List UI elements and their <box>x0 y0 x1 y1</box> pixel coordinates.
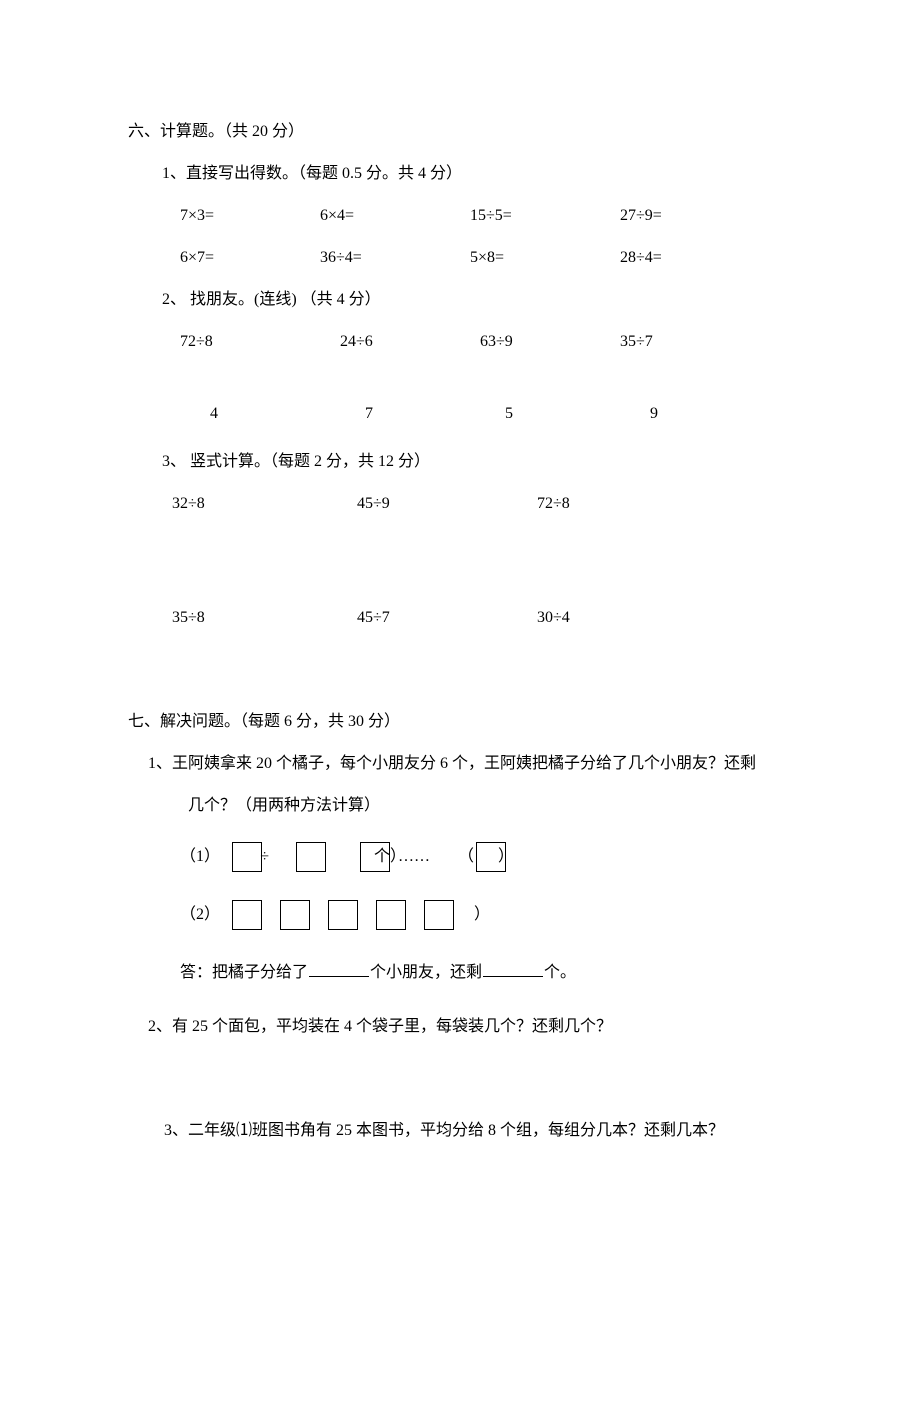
s6-q1-title: 1、直接写出得数。（每题 0.5 分。共 4 分） <box>0 162 920 186</box>
expr: 72÷8 <box>180 330 340 354</box>
answer-box <box>376 900 406 930</box>
expr: 27÷9= <box>620 204 750 228</box>
answer-blank <box>483 960 543 977</box>
answer-prefix: 答：把橘子分给了 <box>180 964 308 981</box>
paren-open: （ <box>458 845 474 869</box>
expr: 35÷7 <box>620 330 720 354</box>
expr: 5×8= <box>470 246 620 270</box>
expr: 6×4= <box>320 204 470 228</box>
expr: 6×7= <box>180 246 320 270</box>
expr: 24÷6 <box>340 330 480 354</box>
op-div-overlay: ÷ <box>260 845 269 869</box>
answer-mid: 个小朋友，还剩 <box>370 964 482 981</box>
s6-q3-title: 3、 竖式计算。（每题 2 分，共 12 分） <box>0 450 920 474</box>
s6-q1-row2: 6×7= 36÷4= 5×8= 28÷4= <box>0 246 920 270</box>
worksheet-page: 六、计算题。（共 20 分） 1、直接写出得数。（每题 0.5 分。共 4 分）… <box>0 120 920 1143</box>
answer-box <box>328 900 358 930</box>
answer: 5 <box>505 402 650 426</box>
expr: 45÷7 <box>357 606 537 630</box>
eq2-label: （2） <box>180 903 230 927</box>
paren-close: ） <box>456 903 490 927</box>
expr: 35÷8 <box>172 606 357 630</box>
expr: 32÷8 <box>172 492 357 516</box>
s6-q3-row1: 32÷8 45÷9 72÷8 <box>0 492 920 516</box>
section7-title: 七、解决问题。（每题 6 分，共 30 分） <box>0 710 920 734</box>
unit-overlay: 个） <box>374 845 406 869</box>
answer-box <box>280 900 310 930</box>
expr: 72÷8 <box>537 492 687 516</box>
s7-q3: 3、二年级⑴班图书角有 25 本图书，平均分给 8 个组，每组分几本？还剩几本？ <box>0 1119 920 1143</box>
answer-suffix: 个。 <box>544 964 576 981</box>
s6-q1-row1: 7×3= 6×4= 15÷5= 27÷9= <box>0 204 920 228</box>
s7-q1-eq1: （1） ÷ 个） …… （ ） <box>0 842 920 872</box>
expr: 63÷9 <box>480 330 620 354</box>
answer-box <box>424 900 454 930</box>
paren-close-overlay: ） <box>498 845 514 869</box>
expr: 30÷4 <box>537 606 687 630</box>
s7-q1-line2: 几个？（用两种方法计算） <box>0 794 920 818</box>
s6-q2-problems: 72÷8 24÷6 63÷9 35÷7 <box>0 330 920 354</box>
eq1-label: （1） <box>180 845 230 869</box>
s7-q1-line1: 1、王阿姨拿来 20 个橘子，每个小朋友分 6 个，王阿姨把橘子分给了几个小朋友… <box>0 752 920 776</box>
answer-box <box>296 842 326 872</box>
expr: 7×3= <box>180 204 320 228</box>
answer: 7 <box>365 402 505 426</box>
s6-q2-title: 2、 找朋友。(连线) （共 4 分） <box>0 288 920 312</box>
expr: 36÷4= <box>320 246 470 270</box>
expr: 28÷4= <box>620 246 750 270</box>
answer: 4 <box>210 402 365 426</box>
answer-blank <box>309 960 369 977</box>
s7-q2: 2、有 25 个面包，平均装在 4 个袋子里，每袋装几个？还剩几个？ <box>0 1015 920 1039</box>
s6-q2-answers: 4 7 5 9 <box>0 402 920 426</box>
expr: 45÷9 <box>357 492 537 516</box>
expr: 15÷5= <box>470 204 620 228</box>
s6-q3-row2: 35÷8 45÷7 30÷4 <box>0 606 920 630</box>
s7-q1-answer: 答：把橘子分给了 个小朋友，还剩 个。 <box>0 960 920 985</box>
section6-title: 六、计算题。（共 20 分） <box>0 120 920 144</box>
answer: 9 <box>650 402 700 426</box>
s7-q1-eq2: （2） ） <box>0 900 920 930</box>
answer-box <box>232 842 262 872</box>
answer-box <box>232 900 262 930</box>
